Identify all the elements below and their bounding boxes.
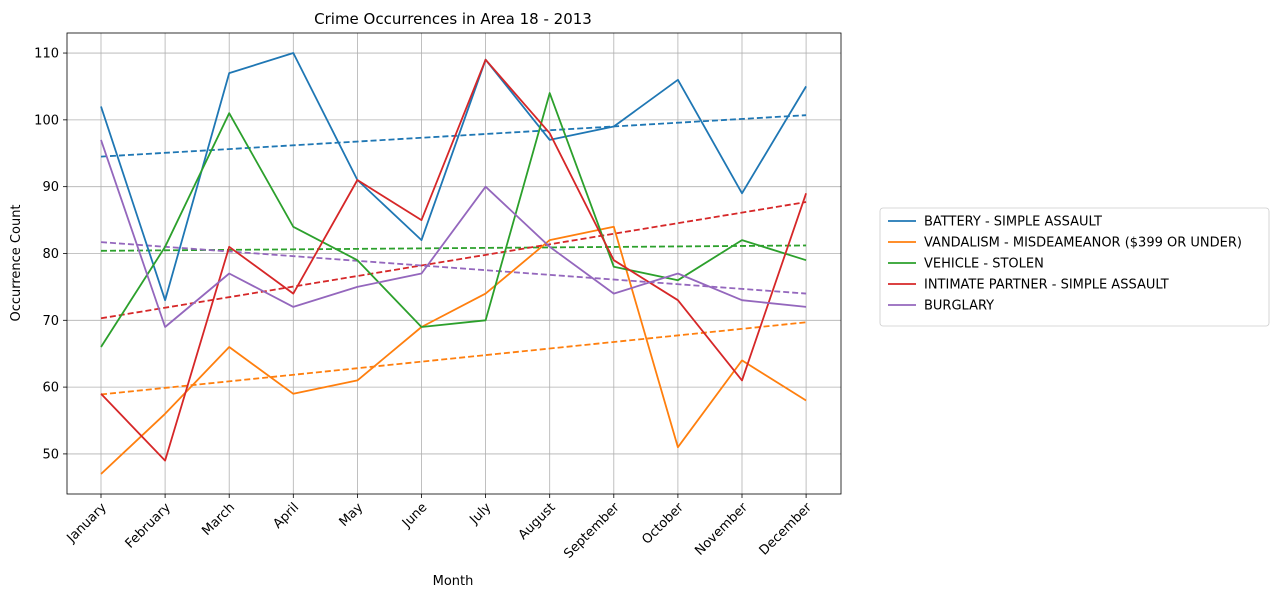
- legend-label: BURGLARY: [924, 299, 994, 314]
- x-tick-label: March: [199, 500, 238, 539]
- trend-line: [100, 244, 807, 252]
- legend-label: VEHICLE - STOLEN: [924, 257, 1044, 272]
- y-tick-label: 60: [42, 381, 59, 396]
- legend-label: BATTERY - SIMPLE ASSAULT: [924, 215, 1102, 230]
- trend-line: [100, 114, 807, 158]
- trend-line: [100, 241, 807, 295]
- legend-label: VANDALISM - MISDEAMEANOR ($399 OR UNDER): [924, 236, 1242, 251]
- series-lines: [100, 52, 807, 475]
- x-tick-label: December: [757, 500, 816, 559]
- y-tick-label: 70: [42, 314, 59, 329]
- x-tick-label: April: [271, 500, 303, 532]
- x-tick-label: August: [516, 500, 559, 543]
- y-tick-label: 100: [34, 113, 59, 128]
- legend-label: INTIMATE PARTNER - SIMPLE ASSAULT: [924, 278, 1169, 293]
- y-tick-label: 90: [42, 180, 59, 195]
- plot-area: [66, 32, 842, 495]
- x-tick-label: November: [692, 500, 751, 559]
- y-tick-label: 50: [42, 447, 59, 462]
- x-tick-label: January: [64, 500, 110, 546]
- legend-frame: [879, 207, 1270, 327]
- series-line: [100, 225, 807, 475]
- x-tick-label: October: [639, 500, 687, 548]
- legend: BATTERY - SIMPLE ASSAULT VANDALISM - MISD…: [879, 207, 1270, 327]
- trend-line: [100, 201, 807, 320]
- chart-title: Crime Occurrences in Area 18 - 2013: [314, 10, 592, 28]
- x-tick-label: June: [399, 500, 430, 531]
- x-axis-ticks: January February March April May June July Augu…: [64, 494, 816, 562]
- y-axis-label: Occurrence Count: [9, 204, 24, 321]
- y-axis-ticks: 50 60 70 80 90 100 110: [34, 47, 67, 462]
- x-tick-label: September: [561, 500, 623, 562]
- trend-lines: [100, 114, 807, 396]
- x-tick-label: February: [123, 500, 175, 552]
- x-axis-label: Month: [433, 574, 474, 589]
- trend-line: [100, 321, 807, 396]
- series-line: [100, 52, 807, 302]
- y-tick-label: 80: [42, 247, 59, 262]
- grid: [67, 33, 841, 494]
- y-tick-label: 110: [34, 47, 59, 62]
- series-line: [100, 139, 807, 328]
- x-tick-label: July: [467, 500, 495, 528]
- series-line: [100, 92, 807, 348]
- x-tick-label: May: [337, 500, 367, 530]
